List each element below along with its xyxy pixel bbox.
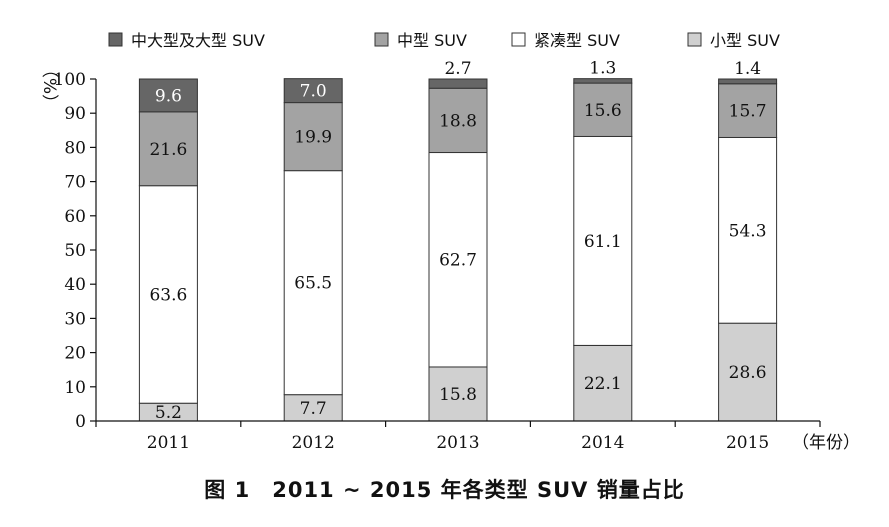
bar-segment (428, 366, 488, 422)
y-tick-label: 10 (64, 378, 86, 398)
bar-segment (428, 78, 488, 89)
y-tick-label: 20 (64, 344, 86, 364)
bar-segment (283, 78, 343, 104)
figure-caption: 图 1 2011 ~ 2015 年各类型 SUV 销量占比 (204, 478, 685, 502)
x-tick-label-2011: 2011 (147, 433, 190, 453)
bar-stack-2011: 5.2 63.6 21.6 9.6 (138, 78, 198, 423)
y-tick-label: 80 (64, 138, 86, 158)
y-tick-label: 40 (64, 275, 86, 295)
legend-item: 中型 SUV (374, 31, 467, 50)
data-label: 5.2 (155, 403, 182, 423)
legend-label: 中型 SUV (397, 31, 467, 50)
bar-segment (138, 78, 198, 113)
bar-segment (138, 111, 198, 187)
bar-stack-2014: 22.1 61.1 15.6 1.3 (573, 59, 633, 422)
y-tick-label: 70 (64, 173, 86, 193)
data-label: 19.9 (294, 128, 332, 148)
data-label: 65.5 (294, 274, 332, 294)
legend-swatch (687, 32, 702, 47)
y-axis-unit-label: （%） (39, 61, 59, 111)
legend-label: 紧凑型 SUV (534, 31, 620, 50)
bar-segment (138, 185, 198, 404)
legend-item: 中大型及大型 SUV (108, 31, 265, 50)
data-label: 28.6 (729, 363, 767, 383)
legend-item: 紧凑型 SUV (511, 31, 620, 50)
y-tick-label: 50 (64, 241, 86, 261)
bar-segment (573, 344, 633, 422)
data-label: 2.7 (444, 59, 471, 79)
bar-stack-2013: 15.8 62.7 18.8 2.7 (428, 59, 488, 422)
data-label: 1.3 (589, 59, 616, 79)
bar-segment (428, 152, 488, 368)
data-label: 1.4 (734, 59, 761, 79)
data-label: 21.6 (149, 140, 187, 160)
x-tick-label-2013: 2013 (436, 433, 479, 453)
data-label: 7.0 (300, 82, 327, 102)
bar-segment (718, 136, 778, 324)
bars: 5.2 63.6 21.6 9.6 7.7 65.5 19.9 7.0 15.8 62.7 18.8… (138, 59, 778, 423)
legend-label: 小型 SUV (710, 31, 780, 50)
data-label: 54.3 (729, 221, 767, 241)
legend: 中大型及大型 SUV 中型 SUV 紧凑型 SUV 小型 SUV (108, 31, 780, 50)
data-label: 22.1 (584, 374, 622, 394)
x-tick-label-2014: 2014 (581, 433, 624, 453)
y-tick-label: 60 (64, 207, 86, 227)
data-label: 18.8 (439, 111, 477, 131)
data-label: 63.6 (149, 285, 187, 305)
legend-label: 中大型及大型 SUV (131, 31, 265, 50)
y-tick-label: 100 (54, 70, 86, 90)
data-label: 15.6 (584, 101, 622, 121)
bar-stack-2015: 28.6 54.3 15.7 1.4 (718, 59, 778, 422)
y-tick-label: 0 (75, 412, 86, 432)
legend-swatch (108, 32, 123, 47)
data-label: 15.7 (729, 102, 767, 122)
legend-swatch (374, 32, 389, 47)
bar-segment (573, 135, 633, 346)
bar-stack-2012: 7.7 65.5 19.9 7.0 (283, 78, 343, 422)
bar-segment (283, 102, 343, 172)
bar-segment (718, 78, 778, 85)
x-axis-unit-label: （年份） (792, 433, 860, 453)
legend-swatch (511, 32, 526, 47)
data-label: 15.8 (439, 385, 477, 405)
bar-segment (718, 322, 778, 422)
data-label: 9.6 (155, 86, 182, 106)
y-axis: 0 10 20 30 40 50 60 70 80 90 100（%） (39, 61, 97, 432)
y-tick-label: 90 (64, 104, 86, 124)
chart-canvas: 中大型及大型 SUV 中型 SUV 紧凑型 SUV 小型 SUV 0 10 20 30 40 5… (39, 31, 860, 453)
data-label: 7.7 (300, 399, 327, 419)
x-tick-label-2012: 2012 (292, 433, 335, 453)
legend-item: 小型 SUV (687, 31, 780, 50)
data-label: 62.7 (439, 251, 477, 271)
y-tick-label: 30 (64, 309, 86, 329)
data-label: 61.1 (584, 232, 622, 252)
bar-segment (573, 78, 633, 84)
x-tick-label-2015: 2015 (726, 433, 769, 453)
x-axis: 2011 2012 2013 2014 2015 （年份） (95, 420, 860, 453)
bar-segment (428, 87, 488, 154)
